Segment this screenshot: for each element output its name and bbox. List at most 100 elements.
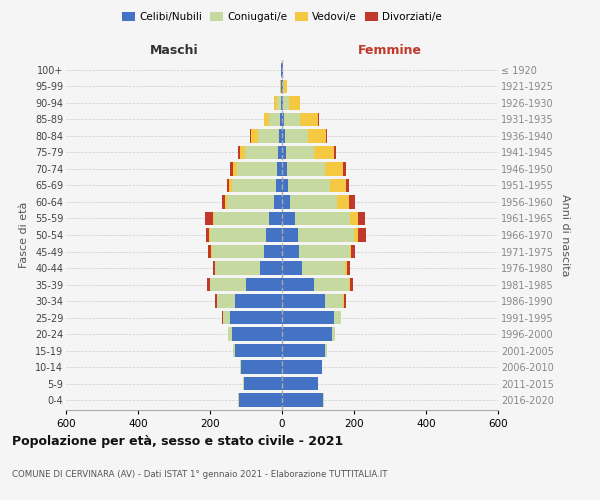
- Bar: [237, 162, 277, 175]
- Bar: [330, 178, 346, 192]
- Text: Maschi: Maschi: [149, 44, 199, 57]
- Bar: [274, 195, 282, 209]
- Bar: [282, 278, 314, 291]
- Bar: [235, 294, 282, 308]
- Bar: [314, 146, 334, 159]
- Bar: [215, 294, 217, 308]
- Bar: [282, 212, 295, 226]
- Bar: [332, 328, 335, 341]
- Bar: [281, 63, 282, 76]
- Bar: [269, 212, 282, 226]
- Bar: [349, 278, 350, 291]
- Bar: [282, 96, 283, 110]
- Bar: [282, 80, 283, 93]
- Bar: [212, 244, 264, 258]
- Text: Popolazione per età, sesso e stato civile - 2021: Popolazione per età, sesso e stato civil…: [12, 435, 343, 448]
- Bar: [223, 311, 230, 324]
- Bar: [241, 360, 282, 374]
- Bar: [282, 112, 284, 126]
- Bar: [279, 129, 282, 142]
- Bar: [210, 278, 246, 291]
- Bar: [302, 261, 345, 275]
- Bar: [215, 261, 260, 275]
- Bar: [244, 377, 282, 390]
- Bar: [227, 178, 229, 192]
- Bar: [281, 96, 282, 110]
- Bar: [282, 344, 325, 358]
- Bar: [282, 146, 286, 159]
- Bar: [346, 178, 349, 192]
- Bar: [232, 328, 282, 341]
- Bar: [208, 244, 211, 258]
- Text: COMUNE DI CERVINARA (AV) - Dati ISTAT 1° gennaio 2021 - Elaborazione TUTTITALIA.: COMUNE DI CERVINARA (AV) - Dati ISTAT 1°…: [12, 470, 388, 479]
- Bar: [239, 360, 241, 374]
- Bar: [230, 311, 282, 324]
- Bar: [240, 146, 245, 159]
- Bar: [325, 344, 326, 358]
- Bar: [230, 162, 233, 175]
- Legend: Celibi/Nubili, Coniugati/e, Vedovi/e, Divorziati/e: Celibi/Nubili, Coniugati/e, Vedovi/e, Di…: [118, 8, 446, 26]
- Bar: [245, 146, 278, 159]
- Bar: [349, 195, 355, 209]
- Bar: [343, 162, 346, 175]
- Bar: [206, 228, 209, 242]
- Bar: [334, 311, 341, 324]
- Bar: [282, 261, 302, 275]
- Bar: [257, 129, 279, 142]
- Bar: [269, 112, 280, 126]
- Bar: [233, 162, 237, 175]
- Bar: [284, 80, 287, 93]
- Bar: [282, 244, 299, 258]
- Bar: [344, 294, 346, 308]
- Bar: [260, 261, 282, 275]
- Bar: [334, 146, 336, 159]
- Bar: [347, 261, 350, 275]
- Bar: [298, 228, 354, 242]
- Bar: [275, 178, 282, 192]
- Bar: [358, 228, 365, 242]
- Bar: [308, 129, 326, 142]
- Bar: [282, 162, 287, 175]
- Bar: [210, 228, 266, 242]
- Bar: [352, 244, 355, 258]
- Bar: [354, 228, 358, 242]
- Bar: [285, 129, 308, 142]
- Bar: [325, 294, 343, 308]
- Bar: [264, 244, 282, 258]
- Bar: [282, 178, 289, 192]
- Bar: [277, 162, 282, 175]
- Bar: [350, 212, 358, 226]
- Bar: [289, 178, 330, 192]
- Bar: [280, 112, 282, 126]
- Bar: [282, 377, 318, 390]
- Bar: [212, 261, 215, 275]
- Bar: [282, 360, 322, 374]
- Bar: [282, 294, 325, 308]
- Bar: [232, 178, 275, 192]
- Bar: [350, 278, 353, 291]
- Bar: [282, 195, 290, 209]
- Bar: [337, 195, 349, 209]
- Bar: [326, 129, 327, 142]
- Bar: [281, 80, 282, 93]
- Y-axis label: Anni di nascita: Anni di nascita: [560, 194, 571, 276]
- Bar: [205, 212, 212, 226]
- Bar: [250, 129, 251, 142]
- Bar: [289, 96, 299, 110]
- Bar: [227, 195, 274, 209]
- Bar: [300, 112, 318, 126]
- Bar: [287, 162, 325, 175]
- Bar: [277, 96, 281, 110]
- Y-axis label: Fasce di età: Fasce di età: [19, 202, 29, 268]
- Bar: [251, 129, 257, 142]
- Bar: [282, 228, 298, 242]
- Bar: [283, 96, 289, 110]
- Bar: [222, 311, 223, 324]
- Bar: [280, 80, 281, 93]
- Bar: [343, 294, 344, 308]
- Bar: [239, 394, 282, 407]
- Bar: [246, 278, 282, 291]
- Bar: [274, 96, 277, 110]
- Bar: [228, 328, 232, 341]
- Bar: [214, 212, 269, 226]
